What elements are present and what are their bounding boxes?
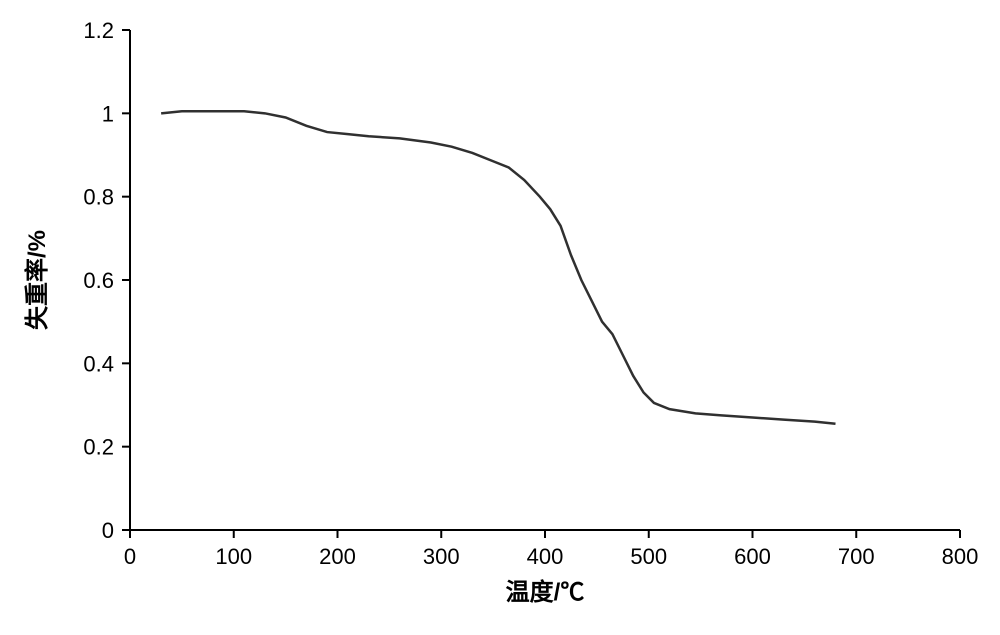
y-tick-label: 0.6 xyxy=(83,268,114,293)
tga-chart: 0 100 200 300 400 500 600 700 800 0 0.2 0.4 0.6 0.8 1 1… xyxy=(0,0,1000,635)
x-tick-label: 500 xyxy=(630,544,667,569)
x-axis-label: 温度/℃ xyxy=(506,578,585,606)
x-tick-label: 600 xyxy=(734,544,771,569)
x-tick-label: 300 xyxy=(423,544,460,569)
y-tick-label: 0 xyxy=(102,518,114,543)
tga-curve xyxy=(161,111,835,424)
x-tick-label: 400 xyxy=(527,544,564,569)
x-tick-label: 800 xyxy=(942,544,979,569)
chart-svg: 0 100 200 300 400 500 600 700 800 0 0.2 0.4 0.6 0.8 1 1… xyxy=(0,0,1000,635)
y-tick-label: 0.8 xyxy=(83,185,114,210)
y-tick-label: 1 xyxy=(102,101,114,126)
x-tick-label: 0 xyxy=(124,544,136,569)
x-tick-label: 100 xyxy=(215,544,252,569)
y-tick-label: 0.2 xyxy=(83,435,114,460)
y-tick-label: 0.4 xyxy=(83,351,114,376)
x-tick-label: 700 xyxy=(838,544,875,569)
x-tick-label: 200 xyxy=(319,544,356,569)
y-axis-label: 失重率/% xyxy=(23,230,51,330)
y-tick-label: 1.2 xyxy=(83,18,114,43)
